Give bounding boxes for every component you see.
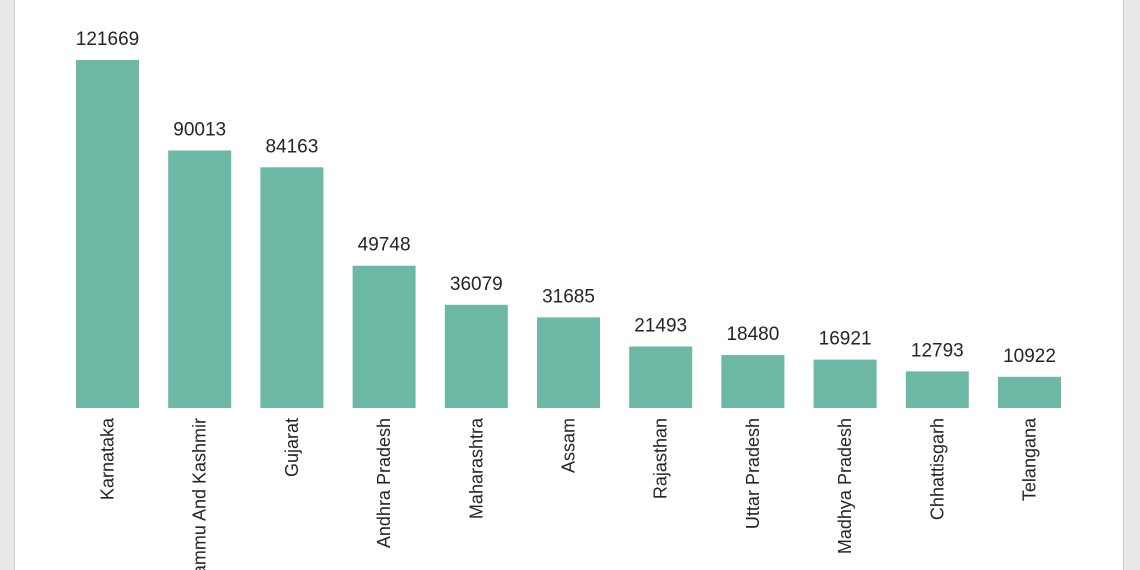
category-label-9: Chhattisgarh — [927, 418, 947, 520]
bar-9 — [905, 371, 969, 408]
bar-2 — [260, 167, 324, 408]
category-label-7: Uttar Pradesh — [743, 418, 763, 529]
value-label-1: 90013 — [173, 120, 226, 141]
bar-10 — [998, 376, 1061, 408]
category-label-5: Assam — [559, 418, 579, 473]
category-label-3: Andhra Pradesh — [374, 418, 394, 548]
category-labels-group: Karnataka Jammu And Kashmir Gujarat Andhra … — [98, 417, 1040, 570]
category-label-1: Jammu And Kashmir — [190, 418, 210, 570]
value-label-8: 16921 — [819, 329, 872, 350]
value-label-0: 121669 — [76, 29, 139, 50]
value-label-2: 84163 — [265, 136, 318, 157]
bar-4 — [444, 304, 508, 408]
bar-7 — [721, 355, 785, 408]
category-label-2: Gujarat — [282, 418, 302, 477]
bars-group — [76, 60, 1061, 408]
category-label-0: Karnataka — [98, 417, 118, 500]
bar-6 — [629, 346, 693, 408]
category-label-6: Rajasthan — [651, 418, 671, 499]
bar-3 — [352, 265, 416, 408]
value-label-6: 21493 — [634, 316, 687, 337]
category-label-4: Maharashtra — [466, 417, 486, 519]
value-label-10: 10922 — [1003, 346, 1056, 367]
category-label-10: Telangana — [1020, 417, 1040, 501]
value-label-5: 31685 — [542, 286, 595, 307]
value-label-3: 49748 — [358, 235, 411, 256]
bar-8 — [813, 359, 877, 408]
bar-0 — [76, 60, 139, 408]
bar-5 — [537, 317, 600, 408]
value-label-9: 12793 — [911, 340, 964, 361]
value-label-4: 36079 — [450, 274, 503, 295]
bar-1 — [168, 150, 232, 408]
value-label-7: 18480 — [726, 324, 779, 345]
category-label-8: Madhya Pradesh — [835, 418, 855, 554]
value-labels-group: 121669 90013 84163 49748 36079 31685 21493 1848… — [76, 29, 1056, 367]
